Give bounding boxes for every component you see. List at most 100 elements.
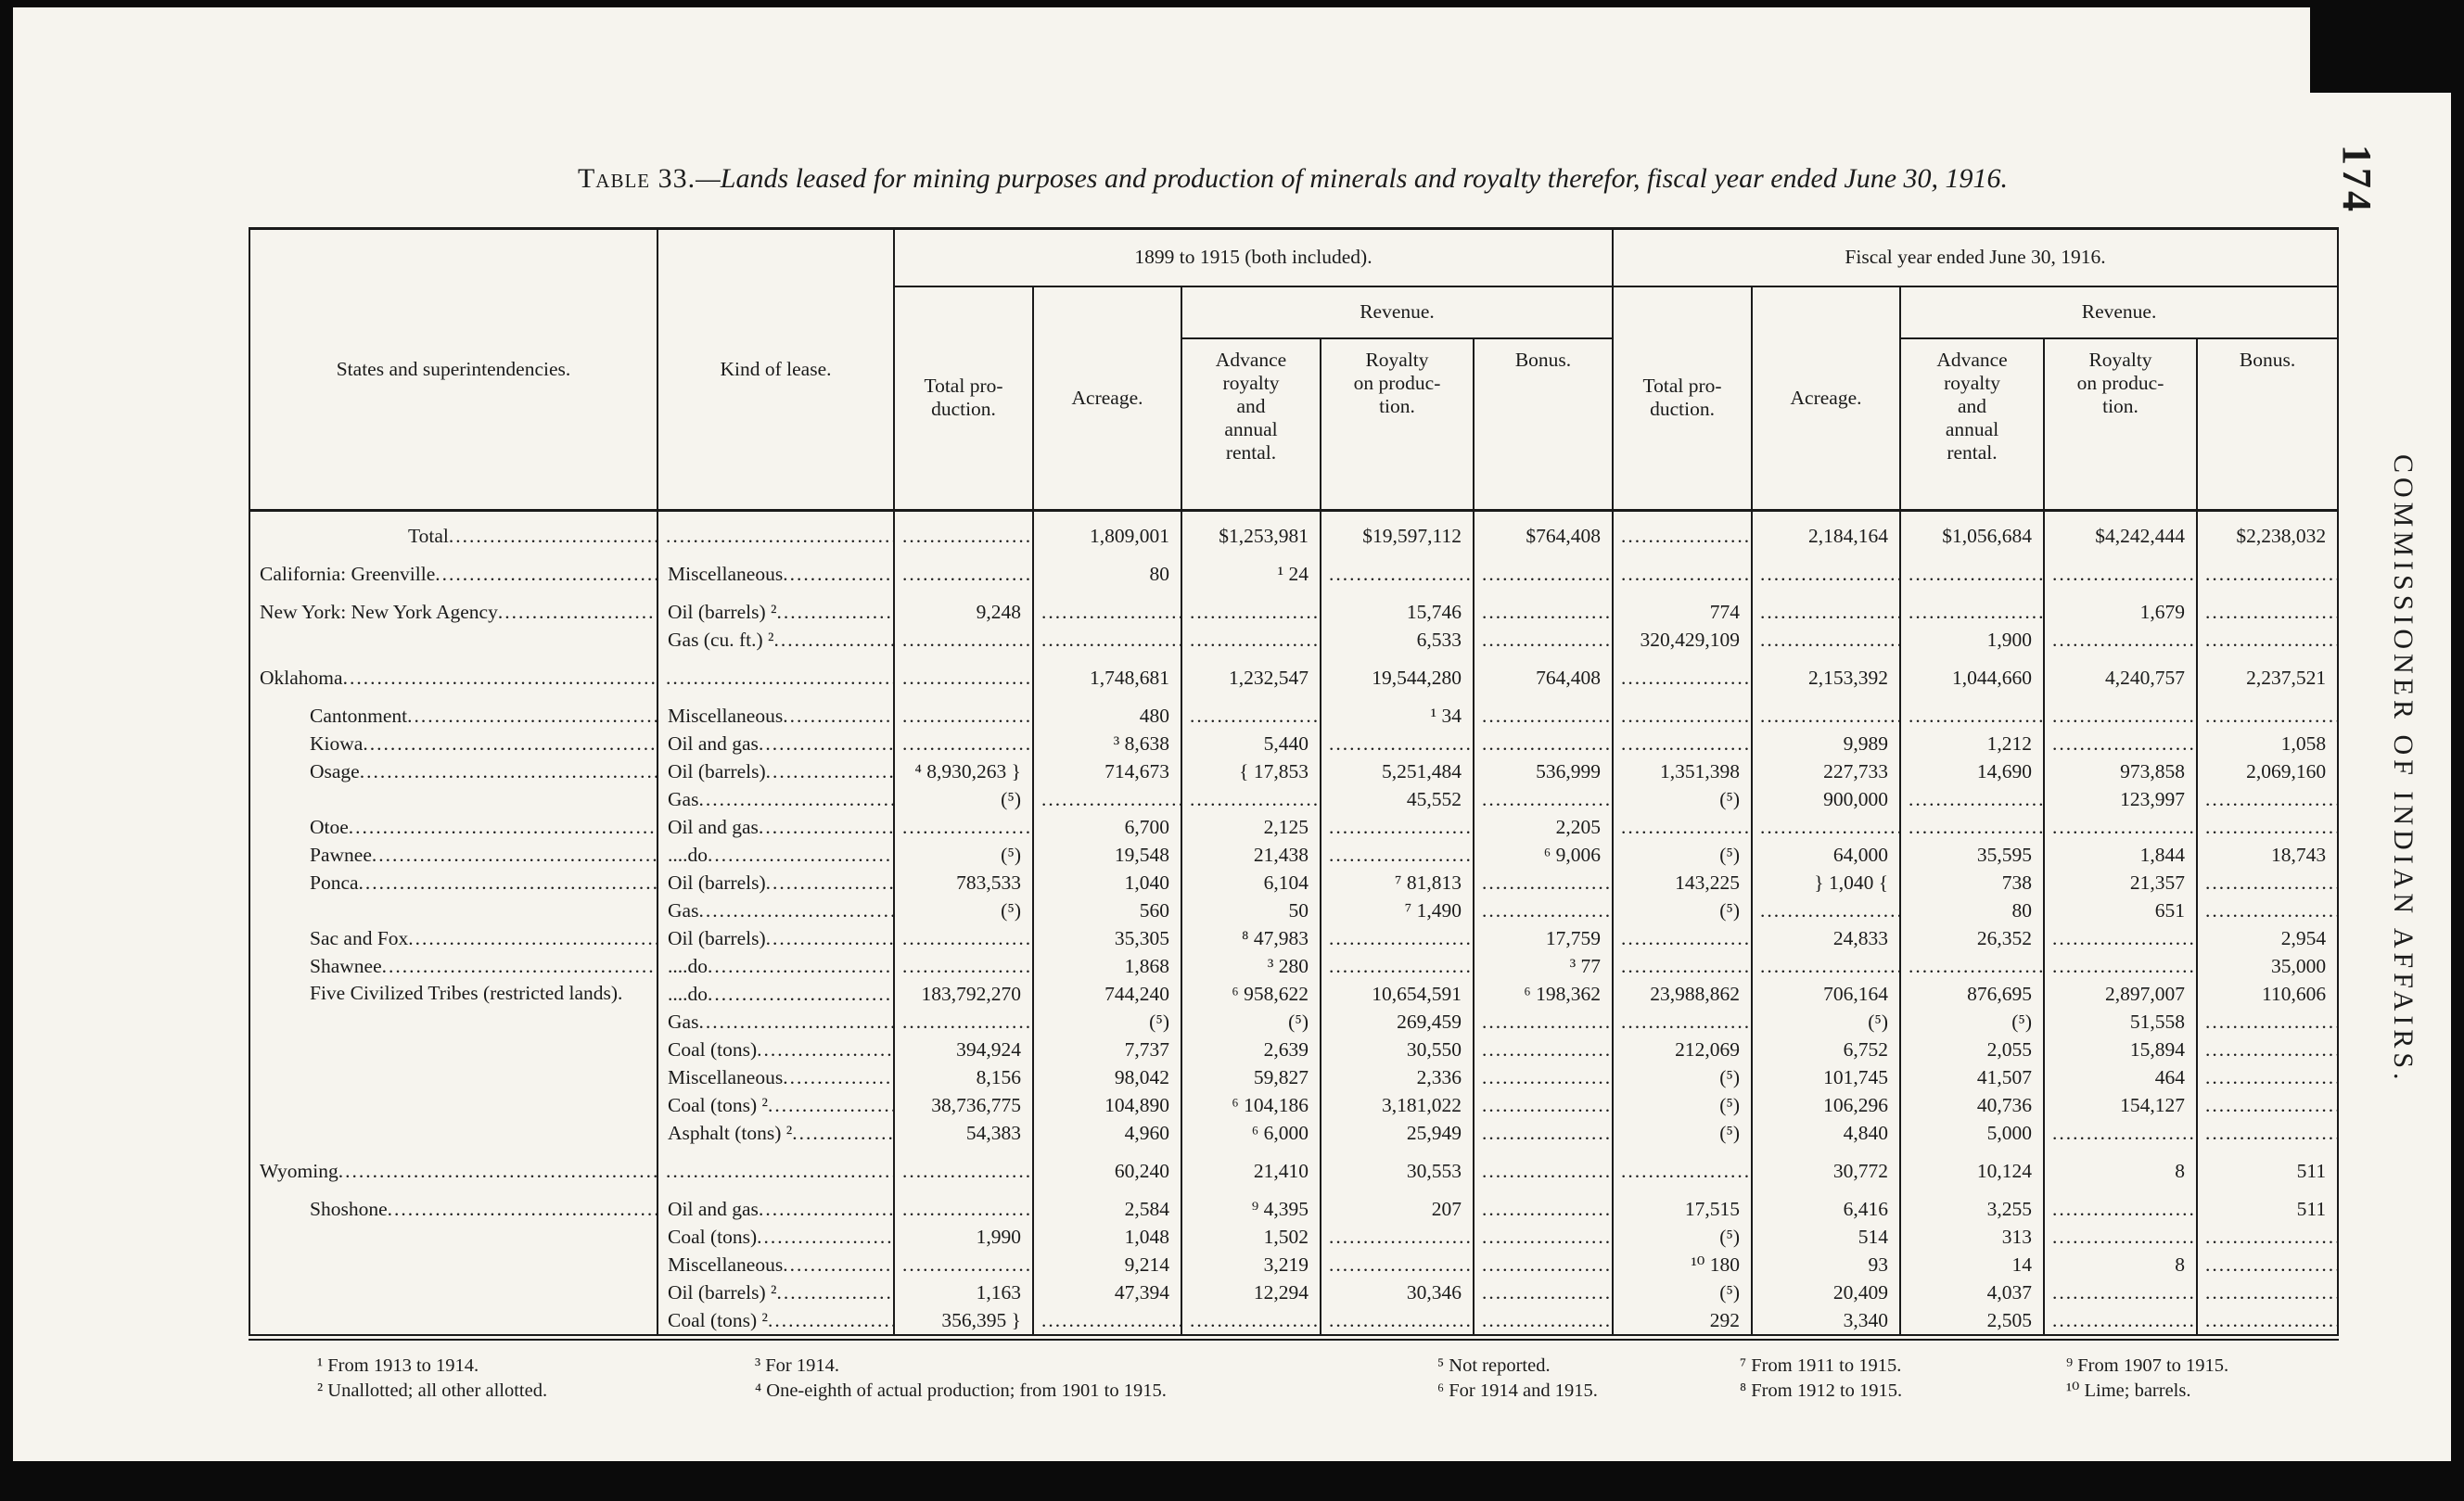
cell-state: Ponca: [249, 869, 658, 897]
cell-value: [1472, 1091, 1615, 1119]
cell-value: [1472, 1223, 1615, 1251]
cell-value: 2,639: [1181, 1036, 1321, 1063]
cell-value: [1612, 692, 1754, 730]
cell-value: [1472, 626, 1615, 654]
cell-value: 4,960: [1032, 1119, 1182, 1147]
cell-value: 292: [1612, 1306, 1754, 1338]
cell-value: [2196, 1278, 2340, 1306]
cell-value: 17,515: [1612, 1185, 1754, 1223]
cell-value: 2,205: [1472, 813, 1615, 841]
cell-value: 18,743: [2196, 841, 2340, 869]
cell-value: 80: [1032, 550, 1182, 588]
cell-value: 101,745: [1751, 1063, 1902, 1091]
cell-value: 356,395 }: [893, 1306, 1034, 1338]
table-body: Total 1,809,001$1,253,981$19,597,112$764,…: [249, 510, 2340, 1338]
cell-value: [2043, 1278, 2199, 1306]
cell-value: [1751, 550, 1902, 588]
cell-value: [1472, 550, 1615, 588]
cell-kind-of-lease: Gas: [657, 1008, 895, 1036]
cell-value: [893, 692, 1034, 730]
cell-value: 876,695: [1899, 980, 2046, 1008]
cell-value: [2196, 1119, 2340, 1147]
cell-state: [249, 1251, 658, 1278]
cell-value: $1,056,684: [1899, 510, 2046, 550]
cell-kind-of-lease: Coal (tons) ²: [657, 1091, 895, 1119]
cell-value: 2,336: [1320, 1063, 1475, 1091]
cell-value: 30,772: [1751, 1147, 1902, 1185]
footnote: ² Unallotted; all other allotted.: [317, 1380, 548, 1401]
cell-value: 2,505: [1899, 1306, 2046, 1338]
cell-value: (⁵): [1612, 841, 1754, 869]
cell-value: 26,352: [1899, 924, 2046, 952]
cell-value: [2196, 897, 2340, 924]
col-header-bonus-1: Bonus.: [1472, 337, 1615, 511]
cell-value: 9,248: [893, 588, 1034, 626]
cell-value: [1181, 692, 1321, 730]
cell-state: [249, 1063, 658, 1091]
cell-value: 2,125: [1181, 813, 1321, 841]
cell-value: 154,127: [2043, 1091, 2199, 1119]
cell-state: [249, 1008, 658, 1036]
cell-value: 1,044,660: [1899, 654, 2046, 692]
col-header-acreage-1: Acreage.: [1032, 286, 1182, 511]
cell-value: [2196, 785, 2340, 813]
cell-value: [1899, 550, 2046, 588]
header-row-subcolumns: Advance royalty and annual rental. Royal…: [249, 337, 2340, 511]
cell-value: [2196, 1008, 2340, 1036]
col-group-fiscal-1916: Fiscal year ended June 30, 1916.: [1612, 228, 2340, 287]
cell-value: 25,949: [1320, 1119, 1475, 1147]
cell-value: [1320, 1223, 1475, 1251]
cell-value: [1899, 952, 2046, 980]
cell-value: (⁵): [1751, 1008, 1902, 1036]
cell-value: 6,104: [1181, 869, 1321, 897]
cell-value: 560: [1032, 897, 1182, 924]
header-row-groups: States and superintendencies. Kind of le…: [249, 228, 2340, 511]
cell-value: 9,214: [1032, 1251, 1182, 1278]
cell-value: ⁷ 1,490: [1320, 897, 1475, 924]
cell-value: 20,409: [1751, 1278, 1902, 1306]
cell-value: 320,429,109: [1612, 626, 1754, 654]
cell-value: } 1,040 {: [1751, 869, 1902, 897]
cell-value: [1320, 1251, 1475, 1278]
cell-value: ⁶ 958,622: [1181, 980, 1321, 1008]
cell-value: 651: [2043, 897, 2199, 924]
cell-value: [1472, 785, 1615, 813]
table-row: Oklahoma 1,748,6811,232,54719,544,280764,…: [249, 654, 2340, 692]
cell-value: (⁵): [893, 897, 1034, 924]
cell-value: 1,502: [1181, 1223, 1321, 1251]
cell-value: [1899, 785, 2046, 813]
cell-value: 30,553: [1320, 1147, 1475, 1185]
cell-state: California: Greenville: [249, 550, 658, 588]
cell-value: (⁵): [1612, 1091, 1754, 1119]
cell-value: (⁵): [1612, 1278, 1754, 1306]
cell-value: [2043, 626, 2199, 654]
footnote-column: ⁷ From 1911 to 1915. ⁸ From 1912 to 1915.: [1740, 1354, 2066, 1404]
cell-value: 19,544,280: [1320, 654, 1475, 692]
cell-value: $1,253,981: [1181, 510, 1321, 550]
cell-value: [1751, 692, 1902, 730]
cell-value: [2196, 1251, 2340, 1278]
cell-value: [893, 550, 1034, 588]
cell-value: 14,690: [1899, 757, 2046, 785]
cell-value: [1612, 510, 1754, 550]
cell-value: [1032, 588, 1182, 626]
cell-value: 2,069,160: [2196, 757, 2340, 785]
cell-value: 313: [1899, 1223, 2046, 1251]
cell-value: [2043, 550, 2199, 588]
cell-value: 5,251,484: [1320, 757, 1475, 785]
cell-kind-of-lease: ....do: [657, 841, 895, 869]
cell-state: Otoe: [249, 813, 658, 841]
col-group-revenue-1: Revenue.: [1180, 286, 1615, 339]
cell-kind-of-lease: Oil and gas: [657, 1185, 895, 1223]
cell-value: 464: [2043, 1063, 2199, 1091]
table-row: Gas (cu. ft.) ² 6,533 320,429,109 1,900: [249, 626, 2340, 654]
cell-value: { 17,853: [1181, 757, 1321, 785]
cell-value: 47,394: [1032, 1278, 1182, 1306]
cell-state: [249, 785, 658, 813]
cell-state: [249, 897, 658, 924]
cell-value: [2043, 730, 2199, 757]
cell-value: 269,459: [1320, 1008, 1475, 1036]
